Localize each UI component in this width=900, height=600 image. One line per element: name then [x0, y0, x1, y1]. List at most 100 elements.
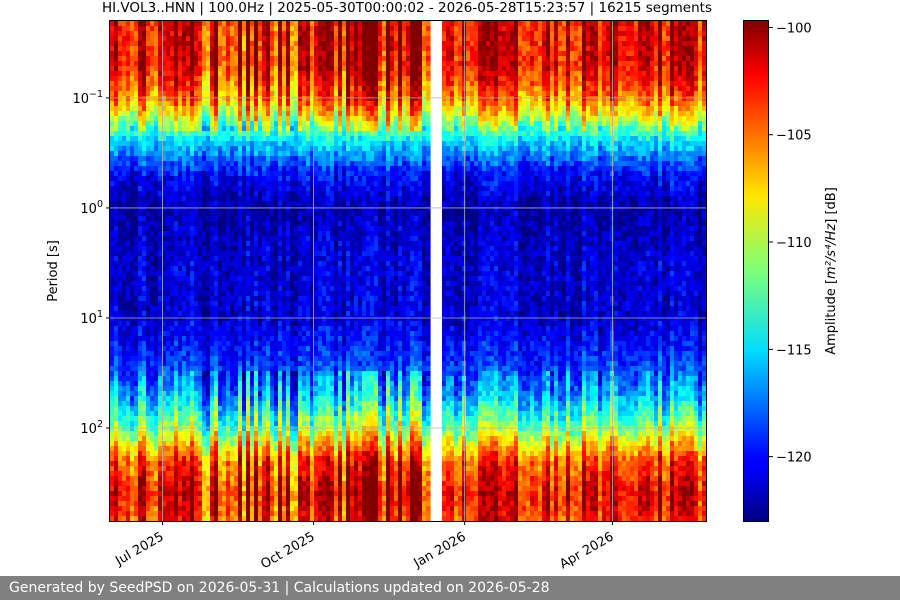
heatmap-cell [210, 86, 215, 92]
heatmap-cell [194, 356, 199, 362]
heatmap-cell [222, 356, 227, 362]
heatmap-cell [230, 311, 235, 317]
heatmap-cell [210, 366, 215, 372]
heatmap-cell [218, 111, 223, 117]
heatmap-cell [254, 461, 259, 467]
heatmap-cell [202, 281, 207, 287]
heatmap-column [302, 21, 307, 522]
heatmap-cell [278, 366, 283, 372]
heatmap-cell [158, 311, 163, 317]
heatmap-cell [134, 296, 139, 302]
heatmap-cell [174, 326, 179, 332]
heatmap-cell [178, 421, 183, 427]
heatmap-cell [214, 41, 219, 47]
heatmap-cell [158, 166, 163, 172]
heatmap-cell [166, 501, 171, 507]
heatmap-cell [170, 461, 175, 467]
heatmap-cell [130, 216, 135, 222]
heatmap-cell [246, 81, 251, 87]
heatmap-cell [302, 251, 307, 257]
heatmap-cell [158, 256, 163, 262]
heatmap-cell [210, 326, 215, 332]
heatmap-cell [186, 226, 191, 232]
heatmap-cell [114, 326, 119, 332]
heatmap-cell [130, 291, 135, 297]
heatmap-cell [190, 126, 195, 132]
heatmap-cell [282, 101, 287, 107]
heatmap-cell [122, 121, 127, 127]
heatmap-cell [166, 356, 171, 362]
heatmap-cell [138, 261, 143, 267]
heatmap-cell [186, 471, 191, 477]
heatmap-cell [218, 31, 223, 37]
heatmap-cell [134, 271, 139, 277]
heatmap-cell [214, 46, 219, 52]
heatmap-cell [186, 486, 191, 492]
heatmap-cell [226, 341, 231, 347]
heatmap-cell [166, 446, 171, 452]
heatmap-cell [170, 241, 175, 247]
heatmap-cell [258, 51, 263, 57]
heatmap-cell [146, 106, 151, 112]
heatmap-cell [238, 206, 243, 212]
heatmap-cell [278, 401, 283, 407]
heatmap-cell [194, 286, 199, 292]
heatmap-cell [154, 21, 159, 27]
heatmap-cell [190, 86, 195, 92]
heatmap-cell [126, 56, 131, 62]
heatmap-cell [190, 226, 195, 232]
heatmap-cell [122, 346, 127, 352]
heatmap-cell [110, 506, 115, 512]
heatmap-cell [158, 46, 163, 52]
heatmap-cell [242, 351, 247, 357]
heatmap-cell [230, 166, 235, 172]
heatmap-cell [134, 411, 139, 417]
heatmap-cell [266, 66, 271, 72]
heatmap-cell [222, 301, 227, 307]
heatmap-cell [202, 236, 207, 242]
heatmap-cell [130, 326, 135, 332]
heatmap-cell [222, 86, 227, 92]
heatmap-cell [178, 486, 183, 492]
heatmap-cell [274, 251, 279, 257]
heatmap-cell [242, 271, 247, 277]
heatmap-cell [190, 491, 195, 497]
heatmap-cell [170, 411, 175, 417]
heatmap-cell [154, 416, 159, 422]
heatmap-cell [138, 281, 143, 287]
heatmap-cell [202, 471, 207, 477]
heatmap-cell [122, 326, 127, 332]
heatmap-cell [146, 191, 151, 197]
heatmap-cell [282, 436, 287, 442]
heatmap-cell [234, 41, 239, 47]
heatmap-column [182, 21, 187, 522]
heatmap-cell [142, 456, 147, 462]
heatmap-cell [226, 431, 231, 437]
heatmap-cell [226, 241, 231, 247]
heatmap-cell [206, 386, 211, 392]
heatmap-cell [278, 421, 283, 427]
heatmap-cell [110, 61, 115, 67]
heatmap-cell [198, 386, 203, 392]
heatmap-cell [210, 26, 215, 32]
heatmap-cell [302, 236, 307, 242]
heatmap-cell [234, 186, 239, 192]
heatmap-cell [118, 366, 123, 372]
heatmap-cell [286, 501, 291, 507]
heatmap-cell [290, 426, 295, 432]
heatmap-cell [302, 416, 307, 422]
heatmap-cell [130, 36, 135, 42]
heatmap-cell [166, 256, 171, 262]
heatmap-cell [154, 411, 159, 417]
heatmap-cell [214, 121, 219, 127]
heatmap-cell [214, 441, 219, 447]
heatmap-cell [114, 81, 119, 87]
heatmap-cell [258, 81, 263, 87]
heatmap-cell [250, 396, 255, 402]
heatmap-cell [218, 126, 223, 132]
heatmap-cell [214, 146, 219, 152]
heatmap-cell [126, 71, 131, 77]
heatmap-cell [182, 26, 187, 32]
heatmap-cell [194, 251, 199, 257]
heatmap-cell [118, 466, 123, 472]
